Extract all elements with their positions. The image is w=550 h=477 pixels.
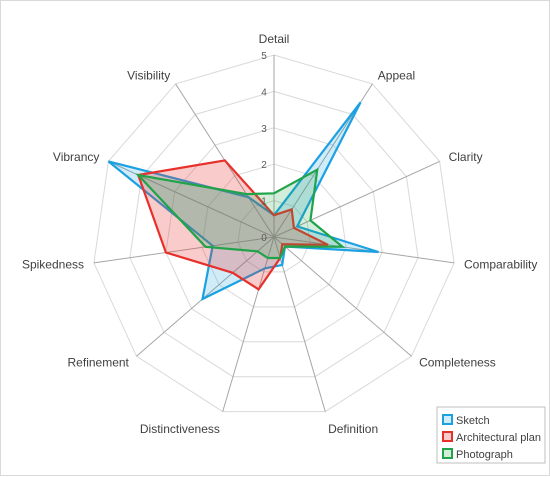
radial-tick-labels: 0 1 2 3 4 5 bbox=[261, 51, 267, 244]
tick-label-1: 1 bbox=[261, 197, 267, 208]
legend-label-2: Photograph bbox=[456, 449, 513, 461]
legend: Sketch Architectural plan Photograph bbox=[436, 406, 546, 464]
tick-label-0: 0 bbox=[261, 233, 267, 244]
tick-label-5: 5 bbox=[261, 51, 267, 62]
legend-box bbox=[436, 406, 546, 464]
axis-labels: Detail Appeal Clarity Comparability Complete… bbox=[22, 32, 537, 436]
spoke-4 bbox=[273, 236, 412, 357]
legend-swatch-0 bbox=[442, 414, 453, 425]
spoke-6 bbox=[222, 236, 275, 412]
axis-label-clarity: Clarity bbox=[449, 150, 483, 164]
axis-label-refinement: Refinement bbox=[68, 356, 130, 370]
spoke-3 bbox=[273, 236, 455, 264]
axis-label-detail: Detail bbox=[259, 32, 290, 46]
spoke-5 bbox=[273, 236, 326, 412]
axis-label-appeal: Appeal bbox=[378, 69, 415, 83]
grid-ring-5 bbox=[93, 54, 455, 413]
axis-label-distinctiveness: Distinctiveness bbox=[140, 422, 220, 436]
legend-label-0: Sketch bbox=[456, 415, 490, 427]
series-2-area bbox=[135, 167, 346, 260]
axis-label-comparability: Comparability bbox=[464, 257, 537, 271]
legend-swatch-1 bbox=[442, 431, 453, 442]
grid-ring-1 bbox=[237, 200, 311, 273]
series-1-area bbox=[136, 159, 329, 291]
spoke-8 bbox=[93, 236, 275, 264]
axis-label-completeness: Completeness bbox=[419, 356, 496, 370]
grid-ring-3 bbox=[165, 127, 383, 343]
tick-label-2: 2 bbox=[261, 160, 267, 171]
legend-swatch-2 bbox=[442, 448, 453, 459]
axis-label-visibility: Visibility bbox=[127, 69, 170, 83]
tick-label-4: 4 bbox=[261, 87, 267, 98]
axis-label-vibrancy: Vibrancy bbox=[53, 150, 99, 164]
grid-ring-4 bbox=[129, 90, 419, 378]
grid-ring-2 bbox=[201, 163, 347, 308]
tick-label-3: 3 bbox=[261, 124, 267, 135]
legend-label-1: Architectural plan bbox=[456, 432, 541, 444]
radar-series bbox=[107, 101, 379, 301]
axis-label-definition: Definition bbox=[328, 422, 378, 436]
spoke-2 bbox=[273, 160, 440, 238]
axis-label-spikedness: Spikedness bbox=[22, 257, 84, 271]
